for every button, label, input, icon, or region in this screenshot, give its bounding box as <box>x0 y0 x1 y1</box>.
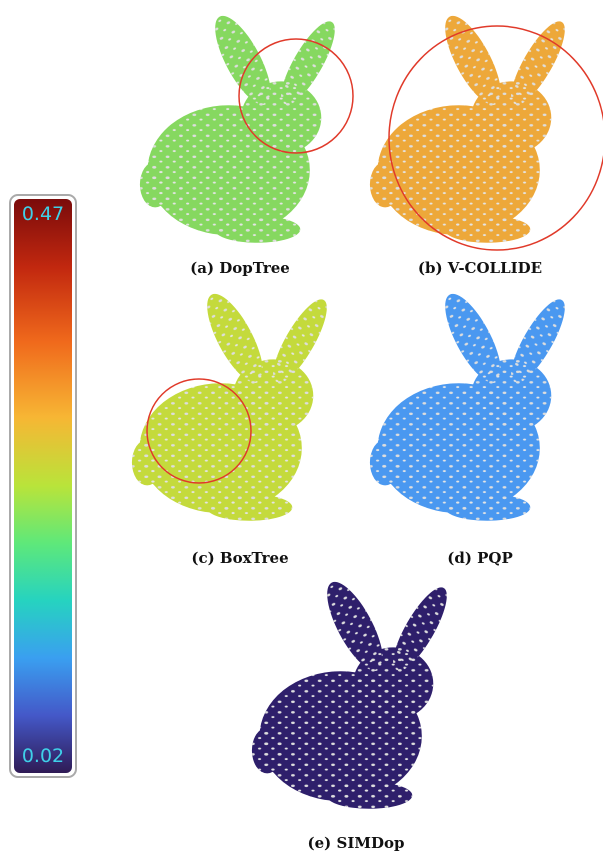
colorbar-min: 0.02 <box>22 745 64 767</box>
bunny-d <box>369 290 575 521</box>
colorbar-max: 0.47 <box>22 203 64 225</box>
bunny-b <box>369 12 603 251</box>
caption: (a) DopTree <box>190 259 290 277</box>
bunny-c <box>131 290 337 521</box>
caption: (e) SIMDop <box>308 834 405 852</box>
caption: (d) PQP <box>447 549 513 567</box>
bunny-e <box>251 578 457 809</box>
colorbar <box>14 199 72 773</box>
bunny-a <box>139 12 354 243</box>
caption: (b) V-COLLIDE <box>418 259 542 277</box>
caption: (c) BoxTree <box>191 549 288 567</box>
